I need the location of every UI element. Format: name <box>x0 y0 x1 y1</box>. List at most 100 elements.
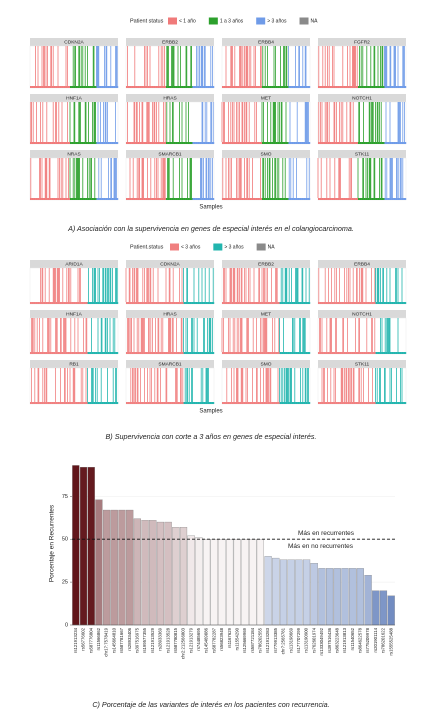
sample-strip <box>199 302 201 304</box>
sample-strip <box>334 86 335 88</box>
sample-strip <box>208 302 210 304</box>
sample-strip <box>97 302 99 304</box>
sample-strip <box>380 352 382 354</box>
sample-strip <box>174 302 176 304</box>
sample-strip <box>70 198 71 200</box>
sample-strip <box>241 402 243 404</box>
sample-strip <box>126 352 127 354</box>
sample-strip <box>97 402 99 404</box>
sample-strip <box>38 352 40 354</box>
sample-strip <box>374 142 376 144</box>
sample-strip <box>166 142 167 144</box>
sample-strip <box>51 402 53 404</box>
sample-strip <box>321 198 323 200</box>
sample-strip <box>367 352 369 354</box>
sample-strip <box>194 302 196 304</box>
sample-strip <box>42 86 44 88</box>
sample-strip <box>259 352 261 354</box>
sample-strip <box>260 86 262 88</box>
sample-strip <box>44 402 46 404</box>
sample-strip <box>328 352 330 354</box>
bar <box>95 499 103 626</box>
sample-strip <box>102 198 103 200</box>
sample-strip <box>156 352 158 354</box>
sample-strip <box>237 198 239 200</box>
sample-strip <box>327 402 329 404</box>
sample-strip <box>282 402 283 404</box>
sample-strip <box>136 198 138 200</box>
sample-strip <box>186 302 187 304</box>
sample-strip <box>382 352 383 354</box>
sample-strip <box>34 198 35 200</box>
sample-strip <box>32 402 34 404</box>
sample-strip <box>162 198 163 200</box>
sample-strip <box>371 86 373 88</box>
sample-strip <box>229 198 231 200</box>
sample-strip <box>141 352 143 354</box>
sample-strip <box>152 142 154 144</box>
sample-strip <box>198 198 199 200</box>
sample-strip <box>383 198 385 200</box>
sample-strip <box>226 198 227 200</box>
sample-strip <box>309 402 311 404</box>
sample-strip <box>151 142 153 144</box>
sample-strip <box>161 302 163 304</box>
sample-strip <box>50 302 52 304</box>
sample-strip <box>246 402 247 404</box>
sample-strip <box>134 302 135 304</box>
sample-strip <box>344 302 346 304</box>
sample-strip <box>281 352 283 354</box>
x-axis-label: Samples <box>199 205 222 211</box>
bar <box>326 568 334 626</box>
sample-strip <box>374 302 375 304</box>
sample-strip <box>192 198 194 200</box>
sample-strip <box>38 302 40 304</box>
sample-strip <box>148 86 150 88</box>
sample-strip <box>223 352 225 354</box>
sample-strip <box>225 198 227 200</box>
sample-strip <box>392 402 394 404</box>
sample-strip <box>396 402 398 404</box>
sample-strip <box>270 142 271 144</box>
sample-strip <box>394 142 395 144</box>
sample-strip <box>224 142 226 144</box>
sample-strip <box>144 86 146 88</box>
sample-strip <box>195 86 197 88</box>
sample-strip <box>60 86 62 88</box>
sample-strip <box>128 198 130 200</box>
sample-strip <box>244 352 246 354</box>
sample-strip <box>182 402 184 404</box>
sample-strip <box>290 352 292 354</box>
sample-strip <box>129 198 131 200</box>
sample-strip <box>139 86 141 88</box>
sample-strip <box>157 302 159 304</box>
sample-strip <box>155 86 157 88</box>
sample-strip <box>187 198 189 200</box>
sample-strip <box>332 302 334 304</box>
sample-strip <box>154 86 155 88</box>
sample-strip <box>245 352 247 354</box>
sample-strip <box>345 402 347 404</box>
sample-strip <box>64 86 66 88</box>
sample-strip <box>222 198 223 200</box>
sample-strip <box>397 142 399 144</box>
facet-panel <box>125 157 215 201</box>
sample-strip <box>129 302 131 304</box>
sample-strip <box>257 86 259 88</box>
sample-strip <box>54 198 56 200</box>
sample-strip <box>270 86 271 88</box>
sample-strip <box>210 302 212 304</box>
legend-swatch <box>299 17 309 25</box>
sample-strip <box>36 142 38 144</box>
sample-strip <box>153 352 155 354</box>
sample-strip <box>283 402 285 404</box>
sample-strip <box>132 352 134 354</box>
sample-strip <box>339 402 341 404</box>
sample-strip <box>293 142 295 144</box>
sample-strip <box>373 352 375 354</box>
sample-strip <box>89 402 91 404</box>
sample-strip <box>156 86 158 88</box>
sample-strip <box>138 352 139 354</box>
sample-strip <box>261 198 263 200</box>
sample-strip <box>82 86 83 88</box>
